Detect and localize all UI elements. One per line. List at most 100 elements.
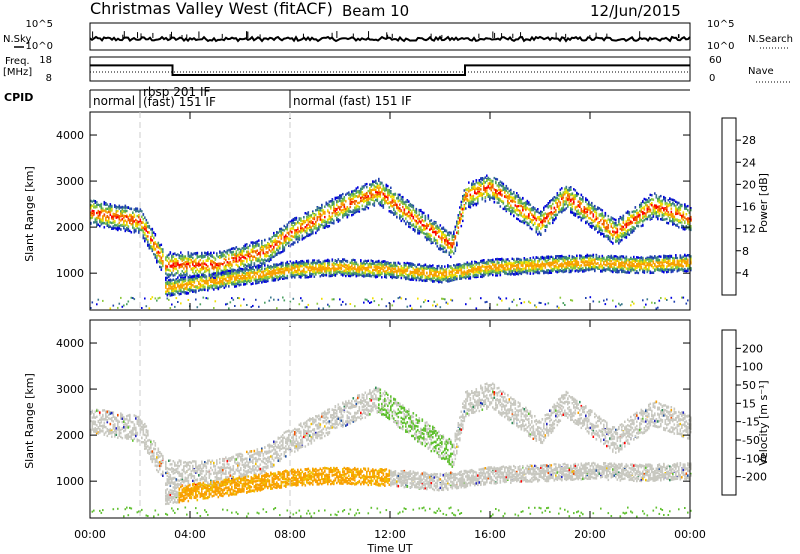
power-cell <box>144 297 146 300</box>
power-cell <box>330 268 332 272</box>
power-cell <box>217 264 220 267</box>
power-cell <box>382 263 385 266</box>
power-cell <box>348 191 350 194</box>
power-cell <box>190 252 193 256</box>
power-cell <box>207 284 209 287</box>
power-cell <box>456 275 458 278</box>
power-cell <box>259 277 262 281</box>
power-cell <box>177 283 179 286</box>
power-cell <box>288 266 290 269</box>
power-cell <box>304 276 307 279</box>
power-cell <box>219 262 221 265</box>
power-cell <box>271 248 274 251</box>
power-cell <box>339 208 341 211</box>
power-cell <box>307 303 310 306</box>
power-cell <box>457 266 460 269</box>
power-cell <box>423 220 425 223</box>
power-cell <box>429 268 431 271</box>
power-cell <box>238 267 241 270</box>
power-cell <box>91 200 94 203</box>
power-cell <box>340 270 343 274</box>
power-cell <box>207 265 209 268</box>
power-cell <box>373 195 376 199</box>
power-cell <box>400 268 403 271</box>
power-cell <box>94 217 97 220</box>
power-cell <box>454 235 457 238</box>
power-cell <box>306 218 308 222</box>
power-cell <box>220 276 223 279</box>
power-cell <box>421 268 424 272</box>
power-cell <box>459 211 461 214</box>
freq-trace <box>90 64 690 76</box>
power-cell <box>435 267 437 271</box>
power-cell <box>222 278 224 282</box>
power-cell <box>214 284 217 287</box>
power-cell <box>96 222 98 225</box>
power-cell <box>417 268 419 272</box>
power-cell <box>366 186 368 189</box>
power-cell <box>349 261 352 264</box>
power-cell <box>477 188 479 191</box>
power-cell <box>337 264 340 268</box>
power-cell <box>417 276 419 279</box>
power-cell <box>394 199 397 203</box>
power-cell <box>378 259 380 263</box>
power-cell <box>262 278 265 281</box>
power-cell <box>202 272 205 275</box>
power-cell <box>240 250 242 253</box>
power-cell <box>144 237 146 240</box>
power-cell <box>174 279 176 282</box>
power-cell <box>264 258 266 261</box>
power-cell <box>358 207 361 210</box>
power-cell <box>387 269 389 272</box>
power-cell <box>270 240 272 243</box>
power-cell <box>130 217 133 221</box>
power-cell <box>273 268 275 272</box>
power-cell <box>96 203 98 207</box>
power-cell <box>196 268 199 271</box>
power-cell <box>367 272 370 276</box>
power-cell <box>366 298 368 301</box>
power-cell <box>213 281 215 284</box>
power-cell <box>400 266 403 270</box>
power-cell <box>297 235 299 239</box>
power-cell <box>357 263 359 267</box>
power-cell <box>246 272 248 275</box>
power-cell <box>195 286 197 289</box>
power-cell <box>301 274 304 277</box>
power-cell <box>192 269 194 272</box>
power-cell <box>276 232 278 235</box>
power-cell <box>244 257 247 260</box>
power-cell <box>283 267 286 271</box>
power-cell <box>184 260 187 264</box>
power-cell <box>298 303 301 306</box>
power-cell <box>172 289 175 292</box>
power-cell <box>109 211 112 214</box>
power-cell <box>117 306 119 309</box>
power-cell <box>97 203 100 206</box>
power-cell <box>351 264 353 267</box>
power-cell <box>330 205 332 209</box>
power-cell <box>178 256 181 260</box>
power-cell <box>118 207 121 210</box>
power-cell <box>460 214 463 218</box>
power-cell <box>240 304 242 307</box>
power-cell <box>402 195 404 199</box>
power-cell <box>382 265 385 268</box>
power-cell <box>180 257 182 261</box>
power-cell <box>388 210 391 213</box>
power-cell <box>157 250 160 254</box>
power-cell <box>312 262 314 265</box>
power-cell <box>165 282 167 286</box>
power-cell <box>171 287 173 290</box>
power-cell <box>279 247 281 250</box>
power-cell <box>265 268 268 272</box>
power-cell <box>364 262 367 266</box>
power-cell <box>208 257 211 260</box>
power-cell <box>172 259 175 263</box>
power-cell <box>474 271 476 274</box>
power-cell <box>456 222 458 225</box>
power-cell <box>378 179 380 182</box>
power-cell <box>286 276 289 280</box>
power-cell <box>468 277 470 280</box>
